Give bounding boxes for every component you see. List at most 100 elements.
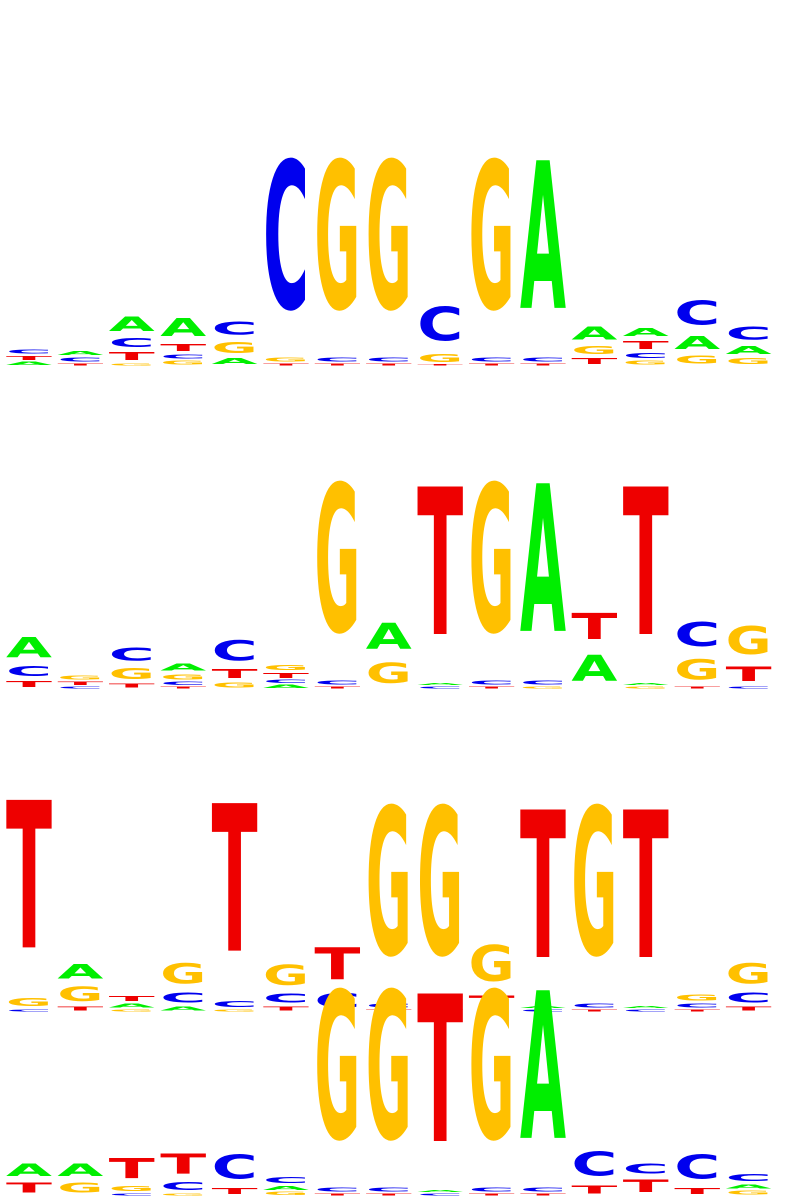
logo-letter-g: G [571, 767, 617, 1003]
logo-letter-g: G [263, 1191, 309, 1196]
logo-letter-t: T [623, 339, 669, 352]
logo-letter-t: T [109, 683, 156, 689]
logo-letter-t: T [314, 686, 361, 689]
logo-letter-c: C [726, 686, 772, 689]
logo-letter-c: C [726, 990, 772, 1006]
logo-letter-t: T [469, 363, 516, 366]
logo-letter-c: C [160, 353, 206, 359]
logo-letter-c: C [623, 352, 669, 360]
logo-letter-t: T [520, 363, 567, 366]
logo-letter-c: C [623, 1009, 669, 1012]
logo-letter-c: C [109, 1193, 155, 1196]
logo-letter-c: C [571, 1003, 617, 1009]
logo-letter-t: T [263, 363, 310, 366]
logo-letter-c: C [6, 349, 52, 355]
logo-letter-c: C [160, 681, 206, 686]
logo-letter-t: T [571, 1183, 617, 1196]
logo-letter-g: G [726, 619, 772, 664]
logo-letter-t: T [417, 953, 463, 1189]
logo-letter-g: G [469, 121, 515, 357]
logo-letter-a: A [520, 122, 566, 357]
logo-letter-g: G [212, 339, 258, 357]
logo-letter-t: T [469, 993, 516, 1012]
logo-letter-c: C [212, 318, 258, 339]
logo-letter-c: C [417, 1003, 463, 1009]
logo-letter-a: A [571, 323, 617, 344]
logo-letter-c: C [469, 1187, 515, 1193]
logo-letter-g: G [212, 1009, 258, 1012]
logo-letter-t: T [726, 663, 772, 685]
logo-letter-c: C [57, 686, 103, 689]
logo-letter-t: T [109, 350, 155, 363]
logo-letter-a: A [160, 662, 206, 673]
logo-letter-t: T [571, 1009, 618, 1012]
logo-letter-t: T [469, 686, 516, 689]
motif-logo-1: ATCTCAGTCAGCTAAGCTGCTCGTCGTGCTCGTCATGAGC… [6, 121, 772, 366]
logo-letter-c: C [57, 357, 103, 363]
logo-letter-a: A [623, 683, 670, 686]
logo-letter-c: C [109, 644, 155, 665]
logo-letter-g: G [623, 686, 669, 689]
logo-letter-g: G [726, 1190, 772, 1196]
logo-letter-g: G [571, 344, 617, 357]
logo-letter-g: G [469, 444, 515, 680]
logo-letter-g: G [314, 121, 360, 357]
logo-letter-g: G [366, 767, 412, 1003]
logo-letter-c: C [314, 990, 360, 1012]
logo-letter-c: C [160, 1180, 206, 1193]
logo-letter-a: A [57, 1161, 103, 1180]
logo-letter-a: A [520, 1006, 567, 1009]
logo-letter-g: G [674, 654, 720, 686]
logo-letter-a: A [726, 1183, 772, 1189]
logo-letter-g: G [263, 664, 309, 672]
logo-letter-t: T [623, 446, 669, 682]
logo-letter-c: C [726, 1172, 772, 1183]
logo-letter-g: G [160, 360, 206, 366]
logo-letter-a: A [6, 631, 52, 663]
logo-letter-c: C [366, 1003, 412, 1009]
logo-letter-g: G [726, 357, 772, 366]
logo-letter-t: T [469, 1193, 516, 1196]
logo-letter-c: C [366, 1187, 412, 1193]
logo-letter-c: C [469, 680, 515, 686]
logo-letter-t: T [212, 1187, 258, 1197]
logo-letter-g: G [314, 444, 360, 680]
logo-letter-g: G [366, 121, 412, 357]
logo-letter-t: T [109, 1153, 155, 1185]
logo-letter-t: T [520, 1193, 567, 1196]
logo-letter-g: G [160, 673, 206, 681]
logo-letter-c: C [212, 999, 258, 1009]
logo-letter-g: G [263, 960, 309, 992]
logo-letter-c: C [623, 1161, 669, 1177]
logo-letter-c: C [263, 121, 309, 356]
logo-letter-t: T [263, 1006, 310, 1012]
logo-letter-g: G [469, 951, 515, 1187]
logo-letter-a: A [366, 616, 412, 657]
logo-letter-c: C [6, 1009, 52, 1012]
logo-letter-c: C [263, 991, 309, 1005]
logo-letter-a: A [6, 1161, 52, 1180]
logo-letter-c: C [263, 680, 309, 685]
logo-letter-a: A [623, 326, 669, 339]
logo-letter-g: G [109, 1185, 155, 1193]
logo-letter-t: T [417, 364, 464, 366]
logo-letter-g: G [417, 767, 463, 1003]
logo-letter-a: A [417, 683, 464, 686]
logo-letter-t: T [6, 1180, 52, 1196]
logo-letter-t: T [57, 681, 104, 686]
logo-letter-g: G [366, 658, 412, 690]
logo-letter-g: G [109, 665, 155, 683]
logo-letter-t: T [571, 606, 617, 648]
logo-letter-g: G [314, 951, 360, 1187]
logo-letter-c: C [366, 357, 412, 363]
logo-letter-a: A [109, 314, 155, 336]
logo-letter-t: T [674, 1187, 720, 1197]
logo-letter-g: G [57, 1180, 103, 1196]
logo-letter-t: T [674, 1009, 721, 1012]
logo-letter-a: A [212, 357, 258, 366]
logo-letter-t: T [212, 763, 258, 999]
logo-letter-a: A [57, 350, 103, 356]
